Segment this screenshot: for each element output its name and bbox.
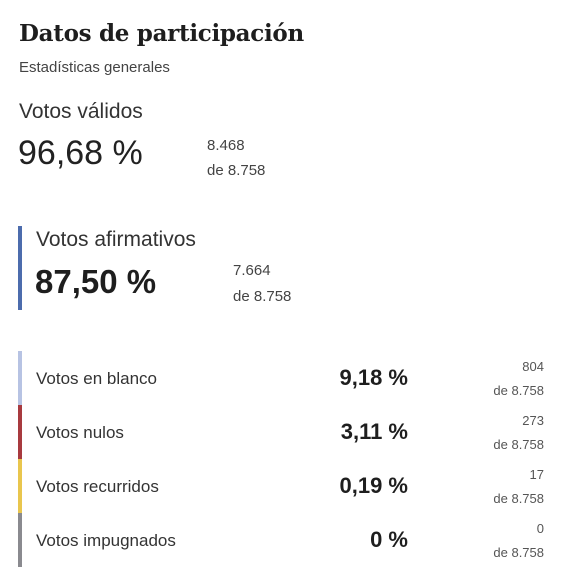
row-label: Votos recurridos: [36, 477, 159, 496]
valid-votes-label: Votos válidos: [19, 100, 143, 123]
list-item-challenged: Votos impugnados 0 % 0 de 8.758: [18, 513, 548, 567]
affirmative-votes-count: 7.664 de 8.758: [233, 258, 291, 310]
row-count-total: de 8.758: [493, 437, 544, 452]
row-color-bar: [18, 513, 22, 567]
row-label: Votos nulos: [36, 423, 124, 442]
affirmative-color-bar: [18, 226, 22, 310]
valid-votes-percent: 96,68 %: [18, 134, 143, 172]
valid-votes-count: 8.468 de 8.758: [207, 133, 265, 183]
row-count-number: 804: [522, 359, 544, 374]
row-percent: 9,18 %: [339, 365, 409, 390]
row-count: 273 de 8.758: [493, 409, 544, 457]
row-count-number: 17: [529, 467, 544, 482]
list-item-blank: Votos en blanco 9,18 % 804 de 8.758: [18, 351, 548, 405]
affirmative-votes-percent: 87,50 %: [35, 263, 157, 300]
row-label: Votos impugnados: [36, 531, 176, 550]
row-color-bar: [18, 351, 22, 405]
row-count-total: de 8.758: [493, 491, 544, 506]
row-count: 804 de 8.758: [493, 355, 544, 403]
panel-subtitle: Estadísticas generales: [19, 59, 170, 76]
affirmative-votes-number: 7.664: [233, 262, 271, 279]
row-count-total: de 8.758: [493, 545, 544, 560]
row-percent: 0,19 %: [339, 473, 409, 498]
row-count: 0 de 8.758: [493, 517, 544, 565]
row-count-number: 273: [522, 413, 544, 428]
valid-votes-number: 8.468: [207, 137, 245, 154]
affirmative-votes-total: de 8.758: [233, 288, 292, 305]
row-percent: 3,11 %: [340, 419, 408, 444]
valid-votes-total: de 8.758: [207, 162, 266, 179]
vote-breakdown-list: Votos en blanco 9,18 % 804 de 8.758 Voto…: [18, 351, 548, 567]
row-color-bar: [18, 459, 22, 513]
row-count: 17 de 8.758: [493, 463, 544, 511]
row-count-number: 0: [536, 521, 544, 536]
panel-title: Datos de participación: [19, 20, 304, 47]
row-label: Votos en blanco: [36, 369, 157, 388]
affirmative-votes-label: Votos afirmativos: [36, 228, 196, 251]
row-count-total: de 8.758: [493, 383, 544, 398]
row-color-bar: [18, 405, 22, 459]
list-item-appealed: Votos recurridos 0,19 % 17 de 8.758: [18, 459, 548, 513]
list-item-null: Votos nulos 3,11 % 273 de 8.758: [18, 405, 548, 459]
row-percent: 0 %: [370, 527, 408, 552]
